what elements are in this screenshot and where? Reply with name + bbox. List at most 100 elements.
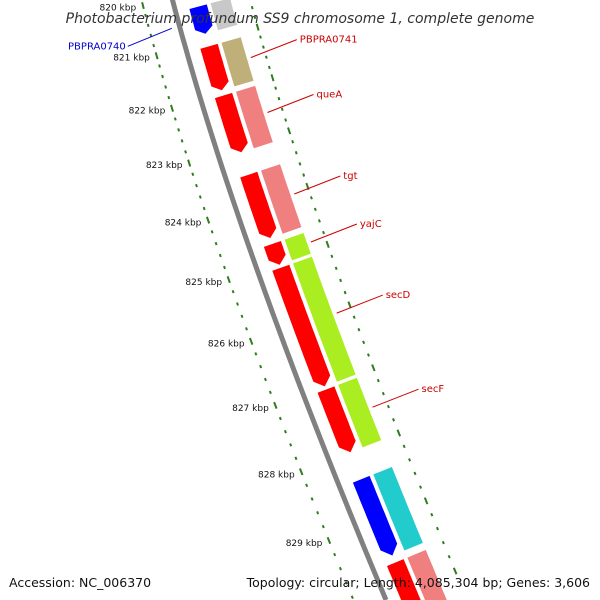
inner-scale-ring-tick xyxy=(152,43,156,48)
scale-label: 820 kbp xyxy=(100,3,137,13)
outer-scale-ring-tick xyxy=(419,485,423,489)
gene-cds-bar xyxy=(263,241,286,265)
gene-label-secd: secD xyxy=(386,290,411,301)
inner-scale-ring-tick xyxy=(154,52,159,60)
scale-label: 827 kbp xyxy=(232,404,269,414)
inner-scale-ring-tick xyxy=(164,85,168,89)
scale-label: 823 kbp xyxy=(146,161,183,171)
gene-leader-line xyxy=(336,294,383,314)
inner-scale-ring-tick xyxy=(344,581,348,585)
outer-scale-ring-tick xyxy=(366,353,370,357)
outer-scale-ring-tick xyxy=(392,418,396,422)
gene-feature-bar xyxy=(373,467,423,551)
scale-label: 828 kbp xyxy=(258,470,295,480)
inner-scale-ring-tick xyxy=(236,302,239,306)
inner-scale-ring-tick xyxy=(268,390,272,395)
gene-label-tgt: tgt xyxy=(343,171,357,182)
gene-cds-bar xyxy=(200,43,229,91)
outer-scale-ring-tick xyxy=(402,444,406,449)
outer-scale-ring-tick xyxy=(334,266,338,271)
outer-scale-ring-tick xyxy=(376,378,380,383)
inner-scale-ring-tick xyxy=(191,172,195,177)
gene-leader-line xyxy=(267,94,314,113)
inner-scale-ring-tick xyxy=(141,1,145,10)
outer-scale-ring-tick xyxy=(408,458,412,462)
gene-label-secf: secF xyxy=(422,384,445,395)
scale-label: 826 kbp xyxy=(208,340,245,350)
inner-scale-ring-tick xyxy=(218,253,222,258)
gene-label-yajc: yajC xyxy=(360,219,382,230)
outer-scale-ring-tick xyxy=(253,15,257,20)
gene-feature-bar xyxy=(210,0,238,31)
scale-label: 821 kbp xyxy=(113,54,150,64)
gene-cds-bar xyxy=(214,92,248,153)
backbone-line xyxy=(169,0,389,600)
inner-scale-ring-tick xyxy=(226,275,231,284)
outer-scale-ring-tick xyxy=(302,173,306,177)
gene-feature-bar xyxy=(236,85,273,149)
inner-scale-ring-tick xyxy=(202,206,206,211)
scale-label: 825 kbp xyxy=(185,278,222,288)
gene-label-pbpra0741: PBPRA0741 xyxy=(300,35,358,46)
gene-labels: PBPRA0740 PBPRA0741 queA tgt yajC secD secF xyxy=(68,27,445,408)
inner-scale-ring-tick xyxy=(316,511,320,515)
gene-leader-line xyxy=(127,27,172,47)
outer-scale-ring-tick xyxy=(313,207,317,212)
inner-scale-ring-tick xyxy=(278,416,282,421)
outer-scale-ring-tick xyxy=(357,327,361,332)
inner-scale-ring-tick xyxy=(310,497,314,501)
outer-scale-ring-tick xyxy=(386,404,390,409)
gene-cds-bar xyxy=(189,4,213,34)
inner-scale-ring-tick xyxy=(240,314,244,319)
outer-scale-ring-tick xyxy=(298,162,302,166)
inner-scale-ring-tick xyxy=(180,139,184,143)
outer-scale-ring-tick xyxy=(452,567,458,575)
gene-feature-bar xyxy=(407,549,447,600)
inner-scale-ring-tick xyxy=(326,536,332,545)
gene-feature-bar xyxy=(221,37,254,87)
inner-scale-ring-tick xyxy=(298,468,304,476)
gene-cds-bar xyxy=(272,264,331,387)
outer-scale-ring-tick xyxy=(255,23,260,31)
accession-text: Accession: NC_006370 xyxy=(9,575,151,590)
inner-scale-ring-tick xyxy=(205,216,211,224)
outer-scale-ring-tick xyxy=(264,55,268,59)
outer-scale-ring-tick xyxy=(259,35,262,39)
inner-scale-ring-tick xyxy=(198,195,202,199)
inner-scale-ring-tick xyxy=(259,364,263,369)
gene-cds-bar xyxy=(352,475,398,556)
outer-scale-ring-tick xyxy=(325,240,330,249)
outer-scale-ring-tick xyxy=(309,196,313,200)
outer-scale-ring-tick xyxy=(330,254,334,259)
outer-scale-ring-tick xyxy=(352,315,356,319)
outer-scale-ring-tick xyxy=(339,278,343,283)
inner-scale-ring-tick xyxy=(321,524,325,529)
outer-scale-ring-tick xyxy=(280,107,284,112)
inner-scale-ring-tick xyxy=(338,566,342,571)
inner-scale-ring-tick xyxy=(158,64,161,68)
chromosome-backbone xyxy=(169,0,389,600)
gene-label-quea: queA xyxy=(317,90,343,101)
inner-scale-ring-tick xyxy=(170,104,174,112)
outer-scale-ring-tick xyxy=(447,554,451,559)
outer-scale-ring-tick xyxy=(262,45,265,49)
outer-scale-ring-tick xyxy=(274,86,278,90)
inner-scale-ring-tick xyxy=(294,456,298,461)
outer-scale-ring-tick xyxy=(294,151,298,155)
gene-feature-bar xyxy=(338,377,382,448)
genome-summary-text: Topology: circular; Length: 4,085,304 bp… xyxy=(246,575,590,590)
inner-scale-ring-tick xyxy=(283,429,287,434)
inner-scale-ring-tick xyxy=(184,150,188,154)
scale-label: 824 kbp xyxy=(165,218,202,228)
outer-scale-ring-tick xyxy=(277,96,281,101)
gene-feature-bar xyxy=(284,233,311,261)
outer-scale-ring-tick xyxy=(287,127,292,135)
gene-feature-bar xyxy=(293,256,356,382)
inner-scale-ring-tick xyxy=(173,117,177,121)
outer-scale-ring-tick xyxy=(396,429,402,437)
inner-scale-ring-tick xyxy=(333,552,337,557)
inner-scale-ring-tick xyxy=(223,265,226,270)
scale-label: 829 kbp xyxy=(286,539,323,549)
